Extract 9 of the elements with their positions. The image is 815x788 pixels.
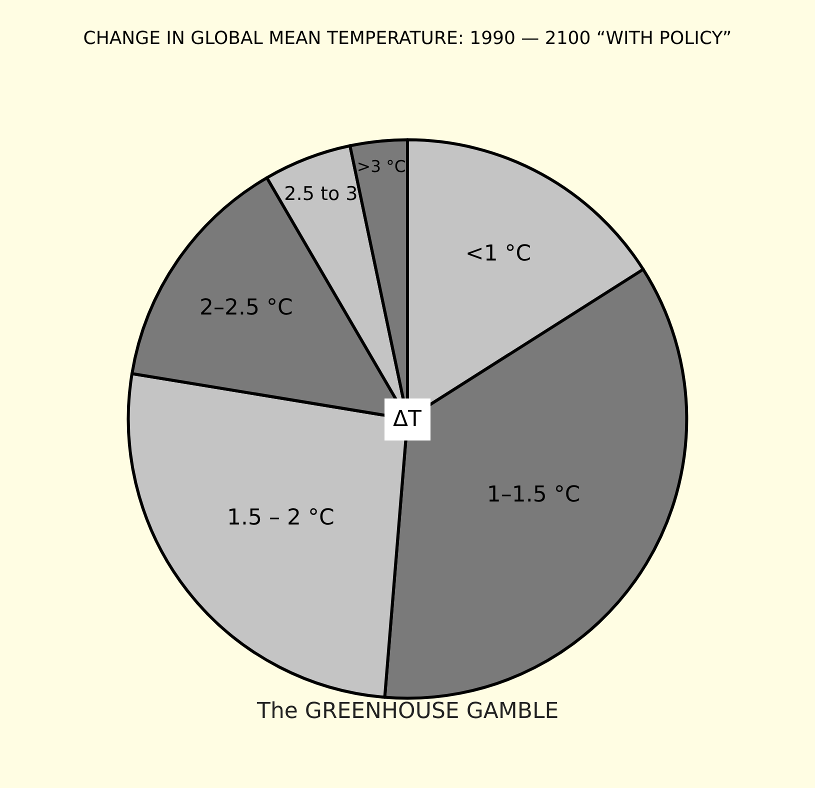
text: The GREENHOUSE GAMBLE <box>256 699 559 724</box>
slice-label: <1 °C <box>465 241 532 266</box>
slice-label: 1.5 – 2 °C <box>227 506 334 531</box>
text: ΔT <box>393 407 422 432</box>
slice-label: 2.5 to 3 <box>284 182 358 205</box>
slice-label: >3 °C <box>356 157 406 176</box>
slice-label: 2–2.5 °C <box>200 295 293 320</box>
slice-label: 1–1.5 °C <box>486 482 580 508</box>
chart-title: CHANGE IN GLOBAL MEAN TEMPERATURE: 1990 — 2100 “WITH POLICY” <box>83 28 732 50</box>
